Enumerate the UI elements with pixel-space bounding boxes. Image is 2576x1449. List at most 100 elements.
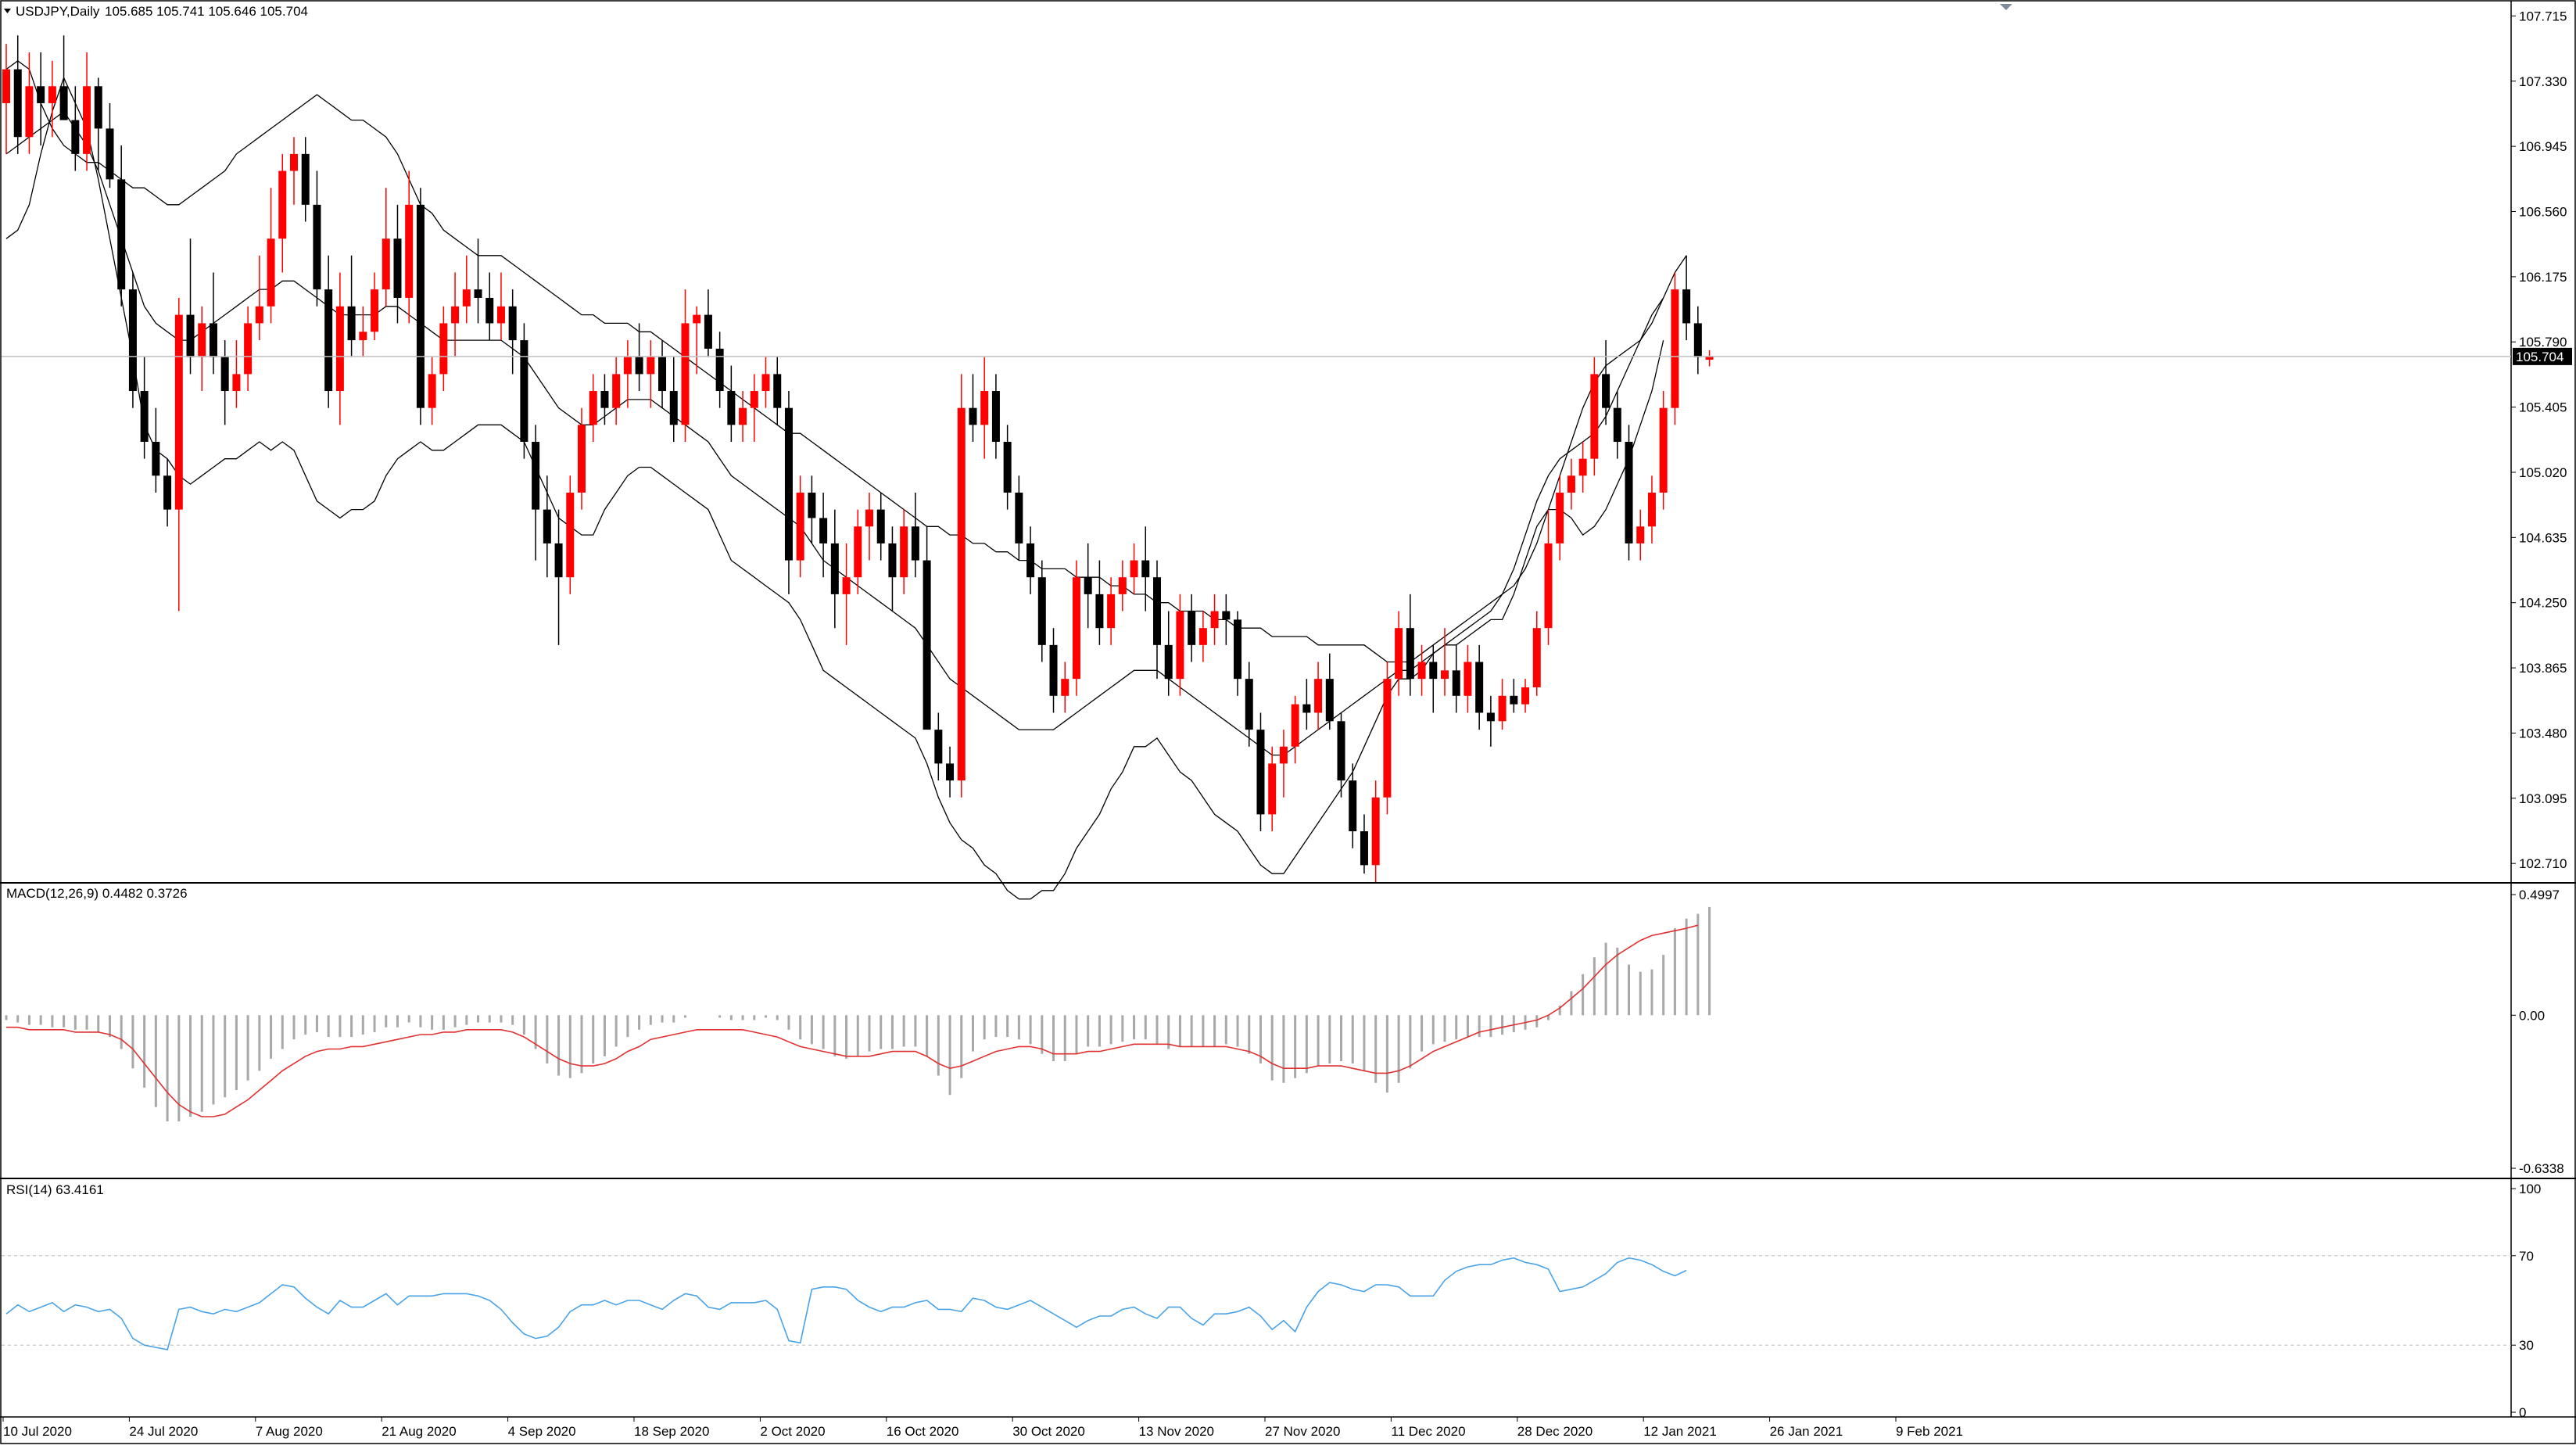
candle[interactable] [1636,509,1645,561]
candle[interactable] [934,712,943,781]
candle[interactable] [1026,526,1035,594]
candle[interactable] [865,492,873,561]
candle[interactable] [1245,662,1253,747]
candle[interactable] [876,492,885,561]
candle[interactable] [13,35,22,154]
candle[interactable] [508,289,517,375]
candle[interactable] [474,239,482,324]
candle[interactable] [209,272,217,375]
candle[interactable] [1130,543,1138,594]
candle[interactable] [1049,628,1058,713]
candle[interactable] [1061,662,1069,713]
candle[interactable] [267,188,275,324]
candle[interactable] [59,35,68,120]
candle[interactable] [658,340,667,408]
candle[interactable] [1429,644,1438,713]
candle[interactable] [750,374,758,442]
candle[interactable] [94,77,102,171]
candle[interactable] [704,289,712,357]
candle[interactable] [543,475,551,578]
candle[interactable] [278,153,287,273]
candle[interactable] [808,475,816,543]
candle[interactable] [1314,662,1323,730]
candle[interactable] [324,255,333,408]
candle[interactable] [957,374,966,798]
candle[interactable] [106,102,114,188]
candle[interactable] [1107,577,1116,645]
candle[interactable] [1417,644,1426,696]
candle[interactable] [727,365,736,442]
candle[interactable] [290,137,298,205]
candle[interactable] [854,509,862,594]
candle[interactable] [830,509,839,629]
candle[interactable] [1602,340,1610,425]
candle[interactable] [1441,628,1449,696]
candle[interactable] [244,306,253,392]
candle[interactable] [1371,780,1380,882]
candle[interactable] [520,323,528,459]
candle[interactable] [1037,560,1046,662]
candle[interactable] [1544,509,1553,645]
candle[interactable] [1268,746,1277,832]
candle[interactable] [1625,425,1633,561]
candle[interactable] [1383,662,1392,815]
candle[interactable] [1360,814,1368,874]
candle[interactable] [888,526,897,612]
candle[interactable] [1510,679,1518,713]
candle[interactable] [761,357,770,408]
candle[interactable] [1475,644,1484,730]
candle[interactable] [25,52,34,154]
candle[interactable] [1003,425,1012,510]
candle[interactable] [37,52,45,146]
candle[interactable] [1395,611,1403,696]
candle[interactable] [612,357,621,425]
candle[interactable] [589,374,597,442]
candle[interactable] [1647,475,1656,543]
candle[interactable] [693,306,701,375]
candle[interactable] [532,425,540,561]
candle[interactable] [1590,357,1599,476]
candle[interactable] [1095,560,1104,645]
candle[interactable] [83,52,91,171]
candle[interactable] [923,526,931,730]
candle[interactable] [1682,255,1691,341]
candle[interactable] [1613,391,1621,459]
candle[interactable] [1452,644,1460,713]
candle[interactable] [128,272,137,408]
candle[interactable] [566,475,575,594]
candle[interactable] [393,204,402,324]
candle[interactable] [1118,560,1127,612]
candle[interactable] [1222,594,1231,645]
candle[interactable] [48,60,56,138]
candle[interactable] [1234,611,1242,696]
candle[interactable] [347,255,356,357]
candle[interactable] [1256,712,1265,832]
candle[interactable] [969,374,977,442]
candle[interactable] [819,492,828,578]
candle[interactable] [152,407,160,493]
candle[interactable] [1659,391,1668,510]
candle[interactable] [1176,594,1184,696]
candle[interactable] [796,475,804,578]
candle[interactable] [600,374,609,425]
candle[interactable] [1279,730,1288,798]
candle[interactable] [1337,712,1345,798]
candle[interactable] [1406,594,1414,696]
candle[interactable] [371,272,379,341]
candle[interactable] [623,340,632,408]
candle[interactable] [1210,594,1219,645]
candle[interactable] [1015,475,1023,561]
candle[interactable] [911,492,919,578]
candle[interactable] [1578,442,1587,493]
candle[interactable] [220,340,229,425]
candle[interactable] [773,357,782,425]
candle[interactable] [842,543,851,645]
candle[interactable] [1164,611,1173,696]
candle[interactable] [359,306,367,357]
candle[interactable] [255,255,263,341]
candle[interactable] [451,272,460,357]
candle[interactable] [669,357,678,442]
candle[interactable] [140,357,149,459]
candle[interactable] [439,306,448,392]
